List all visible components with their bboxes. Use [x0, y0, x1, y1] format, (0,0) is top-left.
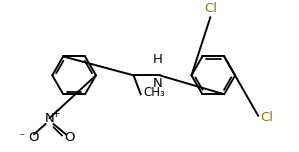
Text: N: N: [45, 112, 54, 125]
Text: ⁻: ⁻: [18, 131, 24, 144]
Text: Cl: Cl: [204, 2, 217, 15]
Text: Cl: Cl: [260, 111, 273, 124]
Text: O: O: [65, 131, 75, 144]
Text: N: N: [153, 77, 163, 90]
Text: CH₃: CH₃: [144, 86, 165, 99]
Text: +: +: [52, 109, 61, 119]
Text: O: O: [28, 131, 38, 144]
Text: H: H: [153, 53, 163, 66]
